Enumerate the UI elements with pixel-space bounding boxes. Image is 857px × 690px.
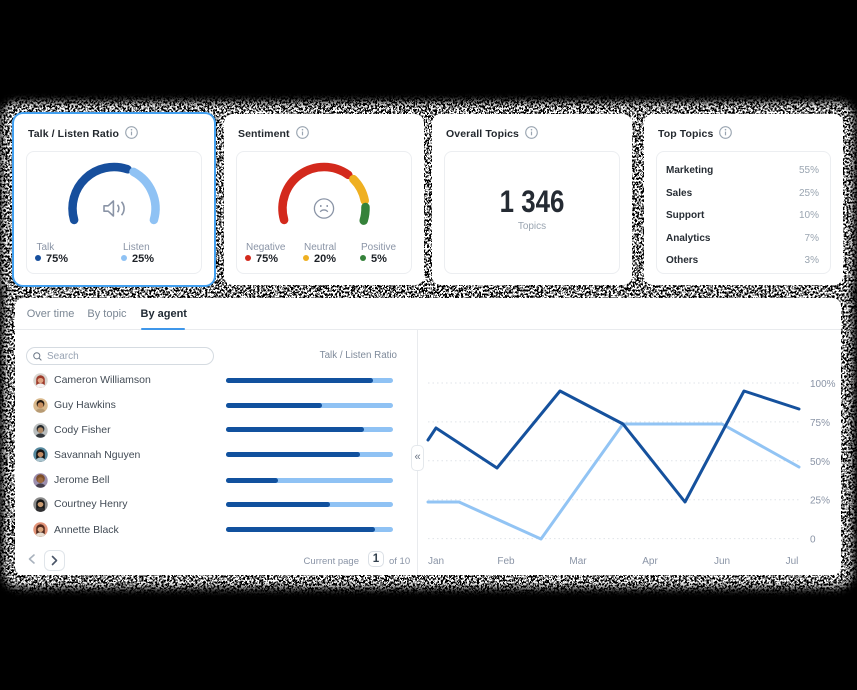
- svg-text:Jun: Jun: [714, 556, 730, 567]
- svg-text:Jul: Jul: [786, 556, 799, 567]
- svg-text:0: 0: [810, 535, 816, 546]
- svg-text:Feb: Feb: [497, 556, 515, 567]
- svg-text:Jan: Jan: [428, 556, 444, 567]
- svg-text:75%: 75%: [810, 418, 830, 429]
- svg-text:25%: 25%: [810, 496, 830, 507]
- svg-text:Apr: Apr: [642, 556, 658, 567]
- svg-text:Mar: Mar: [569, 556, 587, 567]
- svg-text:50%: 50%: [810, 457, 830, 468]
- svg-text:100%: 100%: [810, 379, 836, 390]
